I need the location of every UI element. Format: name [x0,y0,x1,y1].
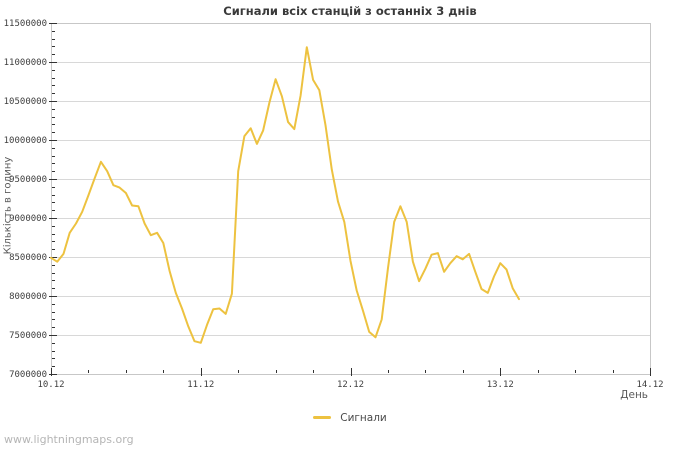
svg-text:9000000: 9000000 [9,214,47,224]
svg-text:14.12: 14.12 [636,380,663,390]
svg-text:11000000: 11000000 [4,58,47,68]
svg-text:8000000: 8000000 [9,292,47,302]
y-axis-title: Кількість в годину [2,156,14,255]
x-tick-marks [51,368,651,376]
plot-border [51,23,651,375]
y-tick-labels: 7000000 7500000 8000000 8500000 9000000 95000… [4,19,47,380]
y-gridlines [51,62,650,336]
svg-text:7000000: 7000000 [9,370,47,380]
legend-series-label: Сигнали [340,411,387,424]
svg-text:7500000: 7500000 [9,331,47,341]
svg-text:11500000: 11500000 [4,19,47,29]
svg-text:9500000: 9500000 [9,175,47,185]
watermark-url: www.lightningmaps.org [4,433,134,446]
svg-text:10000000: 10000000 [4,136,47,146]
svg-text:10.12: 10.12 [37,380,64,390]
svg-text:13.12: 13.12 [487,380,514,390]
svg-text:8500000: 8500000 [9,253,47,263]
x-tick-labels: 10.12 11.12 12.12 13.12 14.12 [37,380,663,390]
svg-text:10500000: 10500000 [4,97,47,107]
x-axis-title: День [620,389,648,401]
signals-series-line [50,46,520,344]
legend-series-swatch [313,416,332,419]
chart-legend: Сигнали [0,410,700,425]
svg-text:11.12: 11.12 [187,380,214,390]
svg-text:12.12: 12.12 [337,380,364,390]
y-tick-marks [49,23,57,375]
chart-title: Сигнали всіх станцій з останніх 3 днів [223,4,477,18]
